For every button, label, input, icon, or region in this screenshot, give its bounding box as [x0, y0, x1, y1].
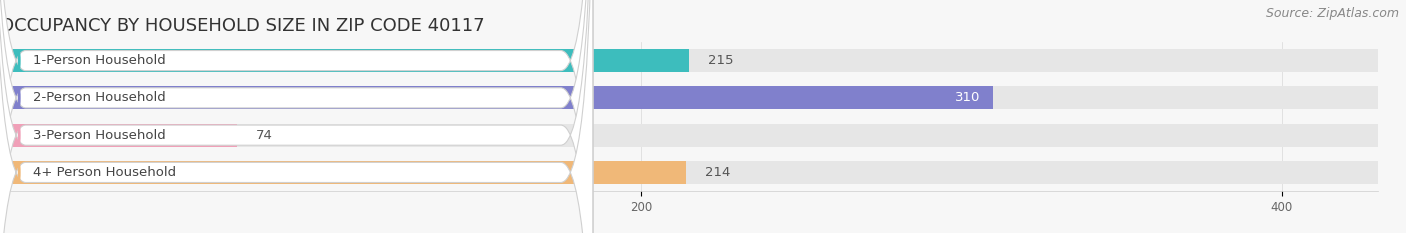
- Text: Source: ZipAtlas.com: Source: ZipAtlas.com: [1265, 7, 1399, 20]
- Bar: [0, 49, 689, 72]
- Bar: [0, 49, 1378, 72]
- FancyBboxPatch shape: [0, 0, 593, 233]
- Bar: [0, 161, 1378, 184]
- Circle shape: [18, 127, 20, 144]
- Bar: [0, 86, 994, 110]
- Text: OCCUPANCY BY HOUSEHOLD SIZE IN ZIP CODE 40117: OCCUPANCY BY HOUSEHOLD SIZE IN ZIP CODE …: [0, 17, 485, 35]
- Text: 1-Person Household: 1-Person Household: [32, 54, 166, 67]
- Text: 214: 214: [704, 166, 730, 179]
- Bar: [0, 161, 686, 184]
- FancyBboxPatch shape: [0, 0, 593, 233]
- FancyBboxPatch shape: [0, 0, 593, 233]
- Circle shape: [18, 52, 20, 69]
- Bar: [0, 123, 238, 147]
- Circle shape: [18, 164, 20, 181]
- Text: 3-Person Household: 3-Person Household: [32, 129, 166, 142]
- Bar: [0, 86, 1378, 110]
- Circle shape: [18, 89, 20, 106]
- FancyBboxPatch shape: [0, 0, 593, 233]
- Text: 215: 215: [709, 54, 734, 67]
- Text: 74: 74: [256, 129, 273, 142]
- Text: 2-Person Household: 2-Person Household: [32, 91, 166, 104]
- Text: 4+ Person Household: 4+ Person Household: [32, 166, 176, 179]
- Text: 310: 310: [955, 91, 980, 104]
- Bar: [0, 123, 1378, 147]
